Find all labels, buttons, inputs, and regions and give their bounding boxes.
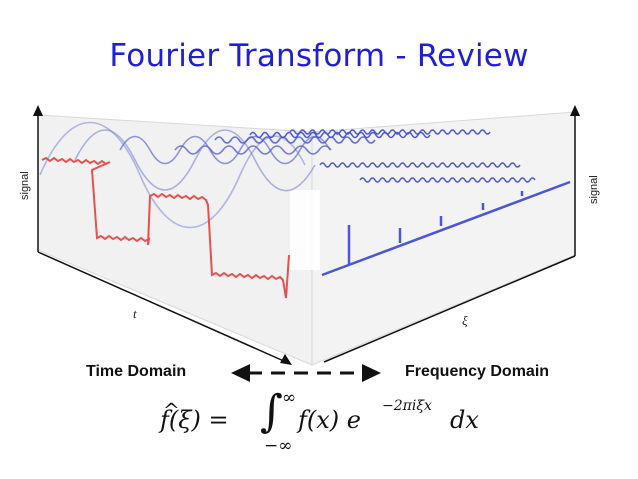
integral-lower-limit: −∞ — [264, 436, 293, 456]
frequency-spectrum — [347, 191, 524, 264]
frequency-domain-label: Frequency Domain — [405, 363, 550, 380]
time-axis-label: t — [133, 306, 137, 321]
time-axis-arrowhead — [280, 354, 292, 365]
frequency-axis — [323, 255, 576, 363]
spectrum-baseline — [321, 180, 571, 277]
formula-exponent: −2πiξx — [382, 398, 432, 414]
sinusoid-9 — [359, 177, 536, 183]
right-axis-arrowhead — [570, 105, 580, 116]
sinusoid-5 — [214, 136, 376, 144]
sinusoid-4 — [174, 145, 332, 155]
arrow-left-head — [231, 364, 250, 382]
sinusoid-2 — [74, 129, 316, 192]
formula-differential: dx — [450, 406, 479, 434]
domain-transform-arrow — [231, 364, 381, 382]
sinusoid-6 — [249, 131, 431, 139]
left-axis-arrowhead — [33, 105, 43, 116]
sinusoid-3 — [119, 135, 331, 165]
panel-gap — [290, 190, 320, 270]
arrow-right-head — [362, 364, 381, 382]
left-axis-label: signal — [19, 171, 31, 200]
right-axis-label: signal — [588, 175, 600, 204]
integral-sign: ∫ — [260, 386, 283, 437]
time-domain-label: Time Domain — [86, 363, 187, 380]
time-signal — [41, 156, 290, 299]
fourier-formula: ^ f(ξ) = ∫ ∞ −∞ f(x) e −2πiξx dx — [160, 386, 500, 462]
frequency-axis-label: ξ — [462, 313, 468, 328]
slide-title: Fourier Transform - Review — [109, 38, 529, 74]
formula-lhs: f(ξ) = — [160, 406, 229, 434]
integral-upper-limit: ∞ — [282, 388, 297, 408]
sinusoid-8 — [319, 162, 521, 168]
frequency-domain-panel — [311, 111, 576, 366]
formula-integrand: f(x) e — [298, 406, 361, 434]
time-axis — [37, 251, 287, 363]
formula-hat: ^ — [163, 398, 180, 422]
sinusoid-7 — [289, 129, 491, 135]
